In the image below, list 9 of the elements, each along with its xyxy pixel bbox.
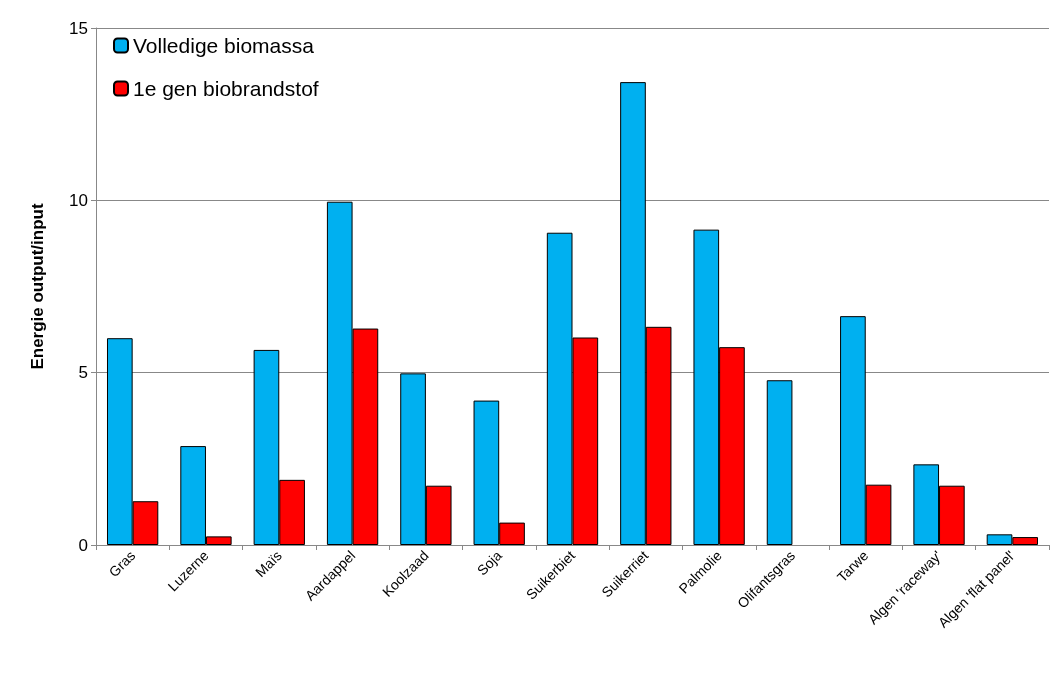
legend-label: 1e gen biobrandstof xyxy=(133,77,319,100)
y-tick-label: 15 xyxy=(69,18,88,38)
y-tick-label: 0 xyxy=(78,535,88,555)
bar xyxy=(766,380,793,545)
y-tick-label: 5 xyxy=(78,363,88,383)
legend-label: Volledige biomassa xyxy=(133,34,315,57)
y-tick-label: 10 xyxy=(69,190,88,210)
y-axis-title: Energie output/input xyxy=(28,203,47,370)
x-tick-label: Soja xyxy=(473,547,505,579)
